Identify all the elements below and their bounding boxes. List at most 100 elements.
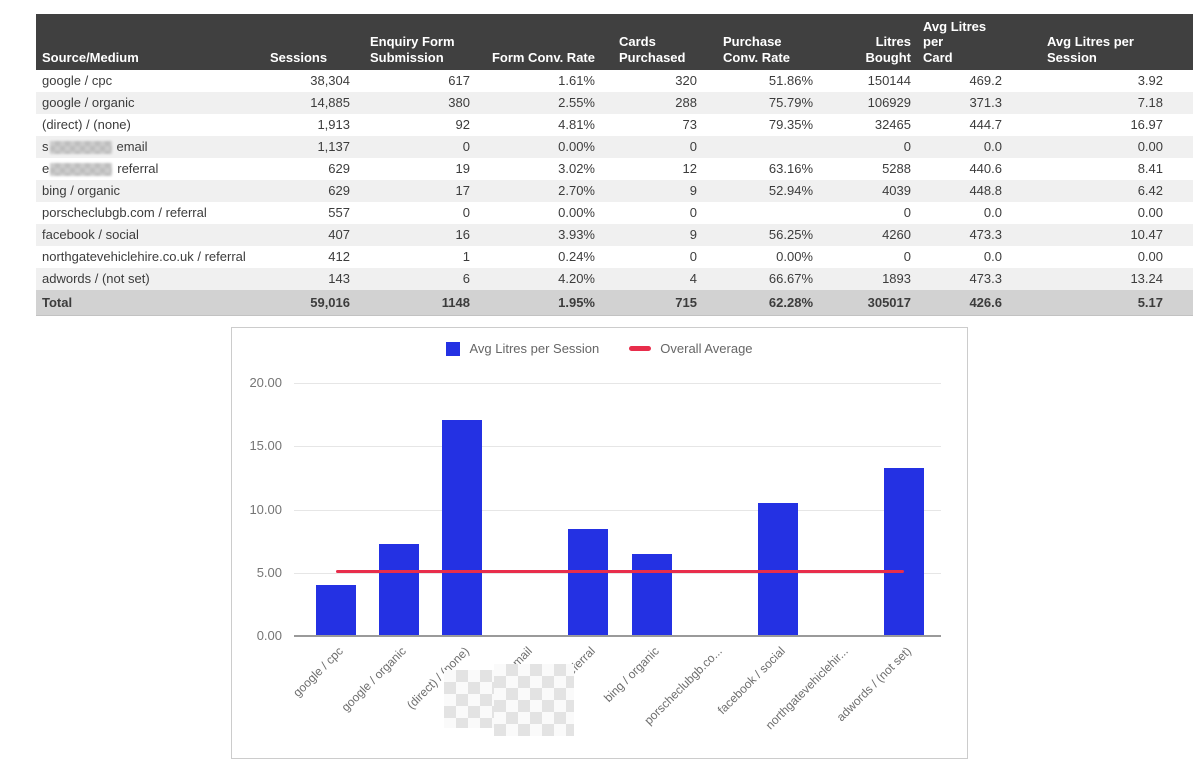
table-row: porscheclubgb.com / referral 557 0 0.00% 0 0 0…: [36, 201, 1193, 224]
metric-cell: 6: [462, 271, 470, 287]
metric-cell: 16: [455, 227, 470, 243]
x-axis-category-label: northgatevehiclehir...: [762, 644, 851, 733]
metric-cell: 12: [682, 161, 697, 177]
gridline: [294, 383, 941, 384]
column-header[interactable]: Enquiry Form Submission: [364, 14, 484, 70]
metric-cell: 448.8: [969, 183, 1002, 199]
overall-average-line[interactable]: [336, 569, 904, 573]
x-axis-category-label: facebook / social: [714, 644, 788, 718]
metric-cell: 469.2: [969, 73, 1002, 89]
metric-cell: 9: [689, 183, 697, 199]
source-medium-table: Source/Medium Sessions Enquiry Form Submis…: [36, 14, 1193, 316]
metric-cell: 51.86%: [768, 73, 813, 89]
metric-cell: 6.42: [1137, 183, 1163, 199]
column-header[interactable]: Purchase Conv. Rate: [717, 14, 827, 70]
column-header[interactable]: Litres Bought: [827, 14, 917, 70]
metric-cell: 73: [682, 117, 697, 133]
table-row: (direct) / (none) 1,913 92 4.81% 73 79.35% 324…: [36, 113, 1193, 136]
table-row: adwords / (not set) 143 6 4.20% 4 66.67% 1893 4…: [36, 267, 1193, 290]
column-header[interactable]: Form Conv. Rate: [484, 14, 609, 70]
metric-cell: 32465: [874, 117, 911, 133]
metric-cell: 10.47: [1130, 227, 1163, 243]
metric-cell: 288: [675, 95, 697, 111]
bar-0[interactable]: [316, 585, 356, 635]
metric-cell: 79.35%: [768, 117, 813, 133]
metric-cell: 0: [903, 205, 911, 221]
metric-cell: 629: [328, 183, 350, 199]
column-header[interactable]: Cards Purchased: [609, 14, 717, 70]
bar-series-swatch-icon: [446, 341, 461, 356]
total-metric-cell: 1148: [364, 289, 484, 316]
metric-cell: 13.24: [1130, 271, 1163, 287]
bar-9[interactable]: [883, 468, 924, 635]
metric-cell: 1.61%: [558, 73, 595, 89]
metric-cell: 0: [903, 139, 911, 155]
metric-cell: 0.00%: [776, 249, 813, 265]
total-metric-cell: 1.95%: [484, 289, 609, 316]
metric-cell: 0: [903, 249, 911, 265]
metric-cell: 14,885: [310, 95, 350, 111]
metric-cell: 0: [462, 205, 470, 221]
y-axis-tick-label: 5.00: [256, 564, 282, 580]
metric-cell: 75.79%: [768, 95, 813, 111]
gridline: [294, 572, 941, 574]
total-metric-cell: 715: [609, 289, 717, 316]
metric-cell: 106929: [867, 95, 911, 111]
metric-cell: 473.3: [969, 227, 1002, 243]
metric-cell: [717, 202, 827, 224]
bar-4[interactable]: [568, 529, 609, 635]
column-header[interactable]: Sessions: [264, 14, 364, 70]
metric-cell: 0.00%: [558, 205, 595, 221]
metric-cell: 617: [448, 73, 470, 89]
column-header[interactable]: Avg Litres per Session: [1012, 14, 1193, 70]
total-metric-cell: 59,016: [264, 289, 364, 316]
gridline: [294, 509, 941, 511]
source-medium-label: referral: [117, 161, 159, 177]
metric-cell: 52.94%: [768, 183, 813, 199]
table-row: s email 1,137 0 0.00% 0 0 0.0 0.00: [36, 135, 1193, 158]
table-row: facebook / social 407 16 3.93% 9 56.25% 4260 47…: [36, 223, 1193, 246]
bar-series-legend-label[interactable]: Avg Litres per Session: [469, 341, 600, 356]
source-medium-cell: google / organic: [42, 95, 135, 111]
x-axis-category-label: google / organic: [338, 644, 410, 715]
metric-cell: 0.0: [983, 205, 1002, 221]
source-medium-label: email: [116, 139, 148, 155]
column-header[interactable]: Source/Medium: [36, 14, 264, 70]
y-axis-tick-label: 15.00: [249, 438, 282, 454]
metric-cell: 444.7: [969, 117, 1002, 133]
metric-cell: 412: [328, 249, 350, 265]
metric-cell: 4039: [882, 183, 911, 199]
metric-cell: 4260: [882, 227, 911, 243]
metric-cell: 17: [455, 183, 470, 199]
metric-cell: 0.0: [983, 249, 1002, 265]
bar-1[interactable]: [379, 544, 420, 635]
source-medium-cell: bing / organic: [42, 183, 121, 199]
bar-5[interactable]: [631, 554, 672, 635]
table-row: google / cpc 38,304 617 1.61% 320 51.86% 15014…: [36, 69, 1193, 92]
metric-cell: 66.67%: [768, 271, 813, 287]
y-axis-tick-label: 10.00: [249, 501, 282, 517]
metric-cell: 0: [462, 139, 470, 155]
source-medium-cell: adwords / (not set): [42, 271, 150, 287]
metric-cell: 629: [328, 161, 350, 177]
total-metric-cell: 62.28%: [717, 289, 827, 316]
bar-7[interactable]: [757, 503, 798, 635]
metric-cell: 380: [448, 95, 470, 111]
metric-cell: 56.25%: [768, 227, 813, 243]
total-metric-cell: 305017: [827, 289, 917, 316]
redacted-blur-block: [49, 141, 112, 155]
column-header[interactable]: Avg Litres per Card: [917, 14, 1012, 70]
bar-2[interactable]: [442, 420, 483, 635]
chart-legend: Avg Litres per Session Overall Average: [232, 341, 967, 356]
metric-cell: 320: [675, 73, 697, 89]
metric-cell: 38,304: [310, 73, 350, 89]
metric-cell: 0.00: [1137, 249, 1163, 265]
metric-cell: 0.0: [983, 139, 1002, 155]
metric-cell: 2.70%: [558, 183, 595, 199]
metric-cell: 440.6: [969, 161, 1002, 177]
metric-cell: 8.41: [1137, 161, 1163, 177]
table-row: google / organic 14,885 380 2.55% 288 75.79% 1…: [36, 91, 1193, 114]
x-axis-line: [294, 635, 941, 637]
metric-cell: 407: [328, 227, 350, 243]
line-series-legend-label[interactable]: Overall Average: [660, 341, 753, 356]
